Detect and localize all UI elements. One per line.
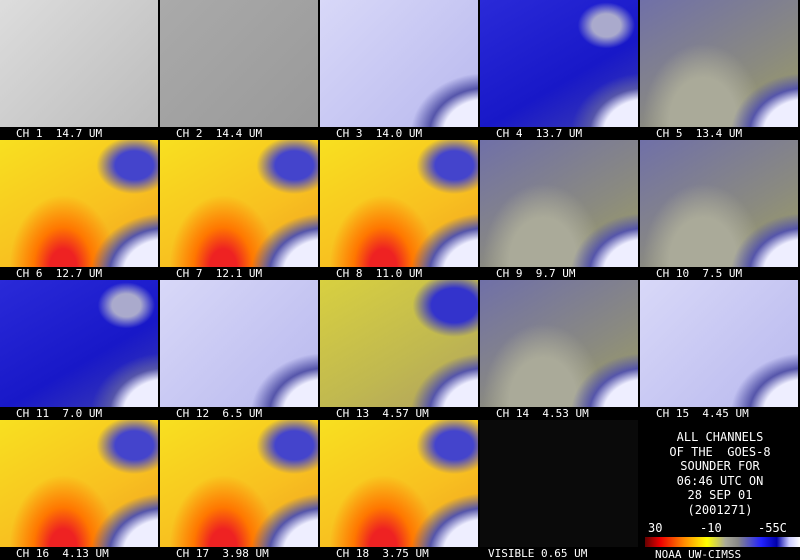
satellite-image: [0, 280, 158, 407]
satellite-image: [0, 420, 158, 547]
channel-label: CH 17 3.98 UM: [176, 547, 269, 560]
image-panel: CH 2 14.4 UM: [160, 0, 318, 140]
satellite-image: [160, 280, 318, 407]
credit: NOAA UW-CIMSS: [655, 548, 742, 560]
satellite-image: [480, 280, 638, 407]
info-line: SOUNDER FOR: [680, 459, 760, 473]
image-panel: CH 9 9.7 UM: [480, 140, 638, 280]
channel-label: CH 18 3.75 UM: [336, 547, 429, 560]
scale-label: -55C: [758, 521, 787, 535]
image-panel: CH 6 12.7 UM: [0, 140, 158, 280]
image-panel: CH 5 13.4 UM: [640, 0, 798, 140]
image-panel: CH 3 14.0 UM: [320, 0, 478, 140]
channel-label: CH 10 7.5 UM: [656, 267, 743, 280]
image-panel: CH 11 7.0 UM: [0, 280, 158, 420]
satellite-image: [640, 280, 798, 407]
image-panel: CH 8 11.0 UM: [320, 140, 478, 280]
satellite-image: [480, 0, 638, 127]
image-panel: CH 16 4.13 UM: [0, 420, 158, 560]
satellite-image: [640, 140, 798, 267]
image-panel: CH 15 4.45 UM: [640, 280, 798, 420]
channel-label: CH 5 13.4 UM: [656, 127, 743, 140]
channel-label: CH 4 13.7 UM: [496, 127, 583, 140]
image-panel: CH 7 12.1 UM: [160, 140, 318, 280]
channel-label: CH 1 14.7 UM: [16, 127, 103, 140]
channel-label: CH 7 12.1 UM: [176, 267, 263, 280]
channel-label: CH 9 9.7 UM: [496, 267, 576, 280]
satellite-image: [640, 0, 798, 127]
channel-label: CH 2 14.4 UM: [176, 127, 263, 140]
info-line: OF THE GOES-8: [669, 444, 771, 459]
satellite-image: [320, 0, 478, 127]
channel-label: CH 12 6.5 UM: [176, 407, 263, 420]
info-line: (2001271): [687, 502, 753, 517]
satellite-image: [160, 420, 318, 547]
channel-label: CH 6 12.7 UM: [16, 267, 103, 280]
channel-label: CH 3 14.0 UM: [336, 127, 423, 140]
scale-label: 30: [648, 521, 663, 535]
image-panel: CH 12 6.5 UM: [160, 280, 318, 420]
info-line: 06:46 UTC ON: [676, 473, 764, 488]
satellite-image: [160, 0, 318, 127]
channel-label: CH 11 7.0 UM: [16, 407, 103, 420]
satellite-image: [480, 140, 638, 267]
color-scale: [645, 537, 800, 547]
info-line: 28 SEP 01: [687, 488, 753, 502]
scale-label: -10: [700, 521, 722, 535]
satellite-image: [480, 420, 638, 547]
image-panel: CH 10 7.5 UM: [640, 140, 798, 280]
satellite-image: [160, 140, 318, 267]
image-panel: CH 13 4.57 UM: [320, 280, 478, 420]
image-panel: VISIBLE 0.65 UM: [480, 420, 638, 560]
image-panel: CH 1 14.7 UM: [0, 0, 158, 140]
channel-label: CH 15 4.45 UM: [656, 407, 749, 420]
channel-label: CH 14 4.53 UM: [496, 407, 589, 420]
satellite-image: [320, 280, 478, 407]
channel-label: CH 13 4.57 UM: [336, 407, 429, 420]
info-line: ALL CHANNELS: [676, 430, 764, 444]
channel-label: VISIBLE 0.65 UM: [488, 547, 588, 560]
image-panel: CH 4 13.7 UM: [480, 0, 638, 140]
satellite-image: [0, 0, 158, 127]
channel-label: CH 16 4.13 UM: [16, 547, 109, 560]
image-panel: CH 17 3.98 UM: [160, 420, 318, 560]
info-text: ALL CHANNELS OF THE GOES-8 SOUNDER FOR 06:4…: [640, 430, 800, 517]
image-panel: CH 14 4.53 UM: [480, 280, 638, 420]
image-panel: CH 18 3.75 UM: [320, 420, 478, 560]
satellite-image: [320, 140, 478, 267]
satellite-image: [320, 420, 478, 547]
satellite-image: [0, 140, 158, 267]
channel-label: CH 8 11.0 UM: [336, 267, 423, 280]
